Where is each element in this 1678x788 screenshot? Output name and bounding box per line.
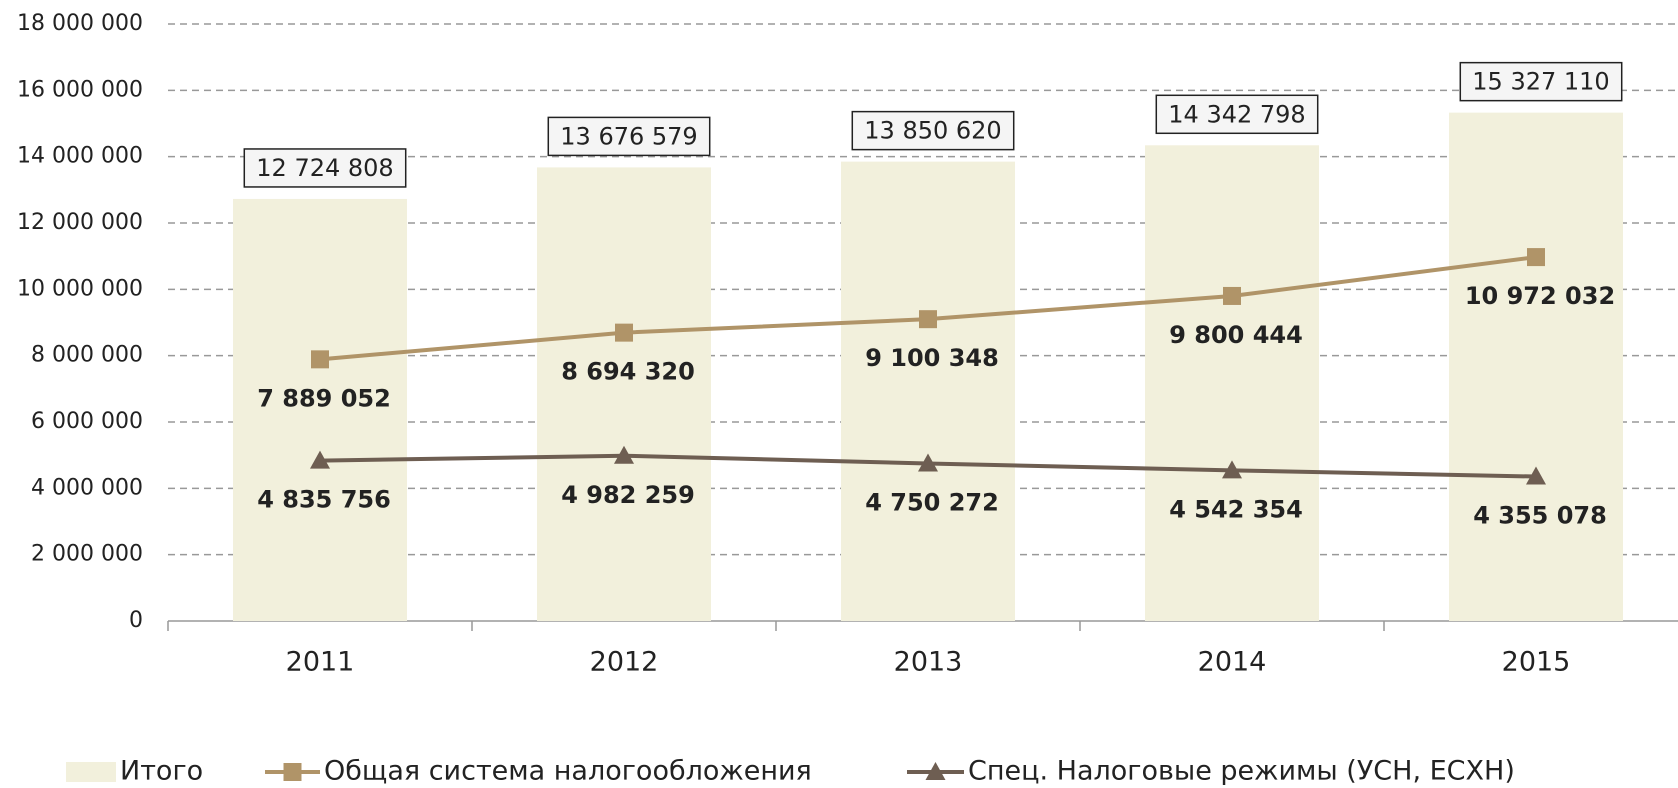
x-tick-label: 2015 bbox=[1502, 647, 1571, 678]
value-label: 9 800 444 bbox=[1169, 321, 1303, 349]
y-tick-label: 4 000 000 bbox=[31, 475, 143, 500]
value-label: 13 676 579 bbox=[560, 122, 697, 150]
value-label: 9 100 348 bbox=[865, 344, 999, 372]
value-label: 15 327 110 bbox=[1472, 68, 1609, 96]
bar bbox=[1449, 112, 1623, 621]
value-label: 12 724 808 bbox=[256, 154, 393, 182]
marker bbox=[614, 445, 634, 464]
bar bbox=[537, 167, 711, 621]
marker bbox=[918, 453, 938, 472]
y-tick-label: 16 000 000 bbox=[17, 77, 143, 102]
legend-label: Общая система налогообложения bbox=[324, 756, 812, 787]
label-box bbox=[243, 148, 407, 188]
y-tick-label: 6 000 000 bbox=[31, 409, 143, 434]
label-box bbox=[851, 110, 1015, 151]
value-label-box: 15 327 110 bbox=[1459, 61, 1623, 102]
value-label: 13 850 620 bbox=[864, 117, 1001, 145]
legend-marker bbox=[283, 763, 302, 781]
legend-label: Итого bbox=[120, 756, 203, 787]
label-box bbox=[1155, 94, 1319, 135]
marker bbox=[919, 310, 937, 329]
legend-marker bbox=[925, 762, 946, 780]
bar bbox=[1145, 145, 1319, 622]
y-tick-label: 2 000 000 bbox=[31, 542, 143, 567]
marker bbox=[615, 323, 633, 342]
marker bbox=[1527, 248, 1545, 267]
y-tick-label: 12 000 000 bbox=[17, 210, 143, 235]
marker bbox=[1222, 460, 1242, 479]
y-tick-label: 14 000 000 bbox=[17, 144, 143, 169]
value-label-box: 14 342 798 bbox=[1155, 94, 1319, 135]
y-tick-label: 8 000 000 bbox=[31, 343, 143, 368]
x-tick-label: 2014 bbox=[1198, 647, 1267, 678]
value-label: 4 982 259 bbox=[561, 481, 695, 509]
value-label-box: 12 724 808 bbox=[243, 148, 407, 188]
value-label: 4 542 354 bbox=[1169, 495, 1303, 523]
value-label: 4 355 078 bbox=[1473, 502, 1607, 530]
y-tick-label: 10 000 000 bbox=[17, 276, 143, 301]
value-label: 4 835 756 bbox=[257, 486, 391, 514]
marker bbox=[311, 350, 329, 369]
value-label: 4 750 272 bbox=[865, 488, 999, 516]
bar bbox=[841, 161, 1015, 622]
label-box bbox=[1459, 61, 1623, 102]
y-tick-label: 0 bbox=[129, 608, 143, 633]
legend-label: Спец. Налоговые режимы (УСН, ЕСХН) bbox=[968, 756, 1515, 787]
value-label-box: 13 850 620 bbox=[851, 110, 1015, 151]
x-tick-label: 2013 bbox=[894, 647, 963, 678]
y-tick-label: 18 000 000 bbox=[17, 11, 143, 36]
x-tick-label: 2012 bbox=[590, 647, 659, 678]
value-label: 7 889 052 bbox=[257, 384, 391, 412]
value-label: 8 694 320 bbox=[561, 358, 695, 386]
bar bbox=[233, 198, 407, 621]
marker bbox=[1526, 466, 1546, 485]
label-box bbox=[547, 116, 711, 157]
value-label: 14 342 798 bbox=[1168, 100, 1305, 128]
value-label: 10 972 032 bbox=[1465, 282, 1615, 310]
value-label-box: 13 676 579 bbox=[547, 116, 711, 157]
marker bbox=[1223, 286, 1241, 305]
legend-swatch bbox=[66, 762, 116, 782]
marker bbox=[310, 450, 330, 469]
x-tick-label: 2011 bbox=[286, 647, 355, 678]
